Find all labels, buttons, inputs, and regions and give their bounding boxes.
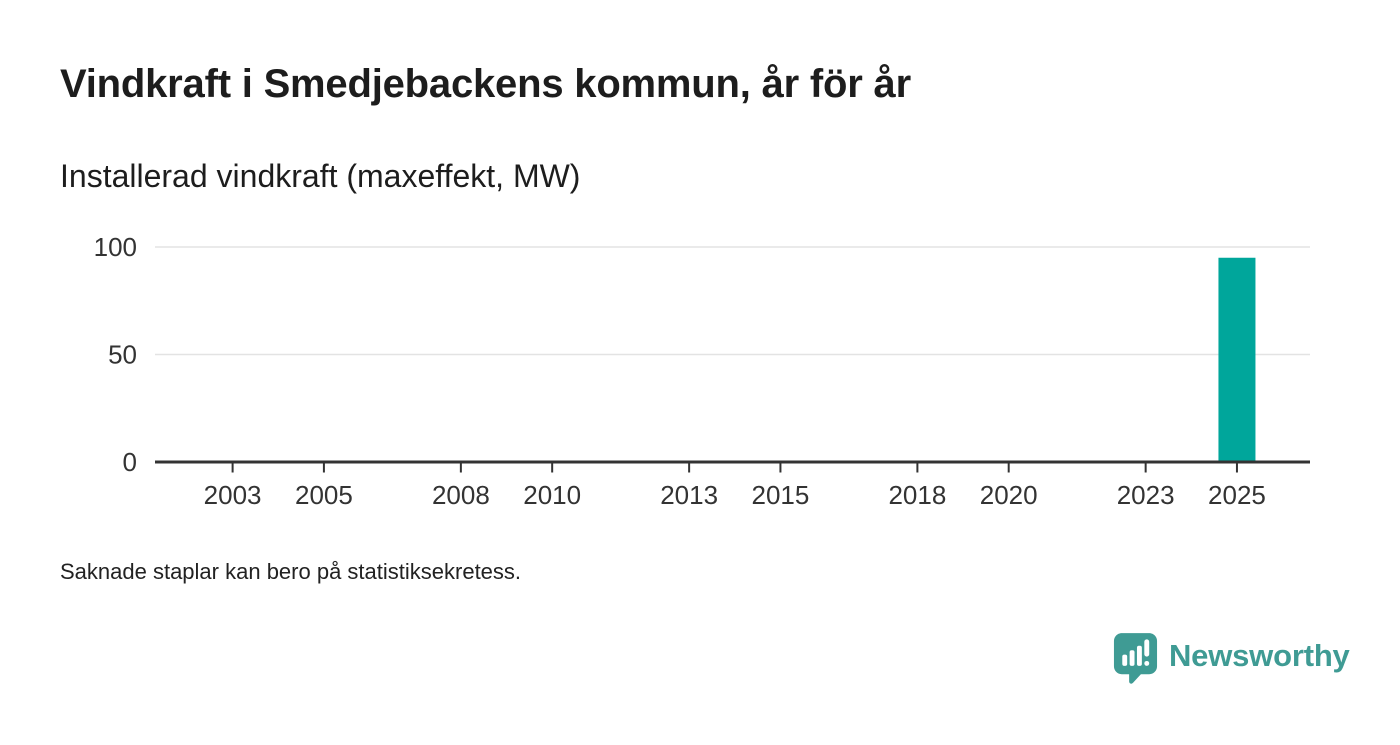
logo-bar-medium — [1129, 650, 1135, 666]
x-tick-label: 2005 — [295, 480, 353, 510]
chart-footnote: Saknade staplar kan bero på statistiksek… — [60, 559, 522, 584]
chart-title: Vindkraft i Smedjebackens kommun, år för… — [60, 62, 911, 106]
y-tick-label: 0 — [123, 447, 137, 477]
logo-exclamation-bar — [1144, 639, 1150, 657]
logo-bubble-shape — [1113, 633, 1158, 684]
chart-subtitle: Installerad vindkraft (maxeffekt, MW) — [60, 158, 581, 194]
x-tick-label: 2008 — [432, 480, 490, 510]
x-tick-label: 2003 — [204, 480, 262, 510]
logo-bar-small — [1122, 654, 1128, 666]
newsworthy-logo: Newsworthy — [1112, 632, 1350, 687]
bar-2025 — [1218, 257, 1256, 462]
y-tick-label: 50 — [108, 340, 137, 370]
logo-bar-large — [1136, 645, 1142, 666]
x-tick-label: 2015 — [752, 480, 810, 510]
y-tick-label: 100 — [94, 232, 137, 262]
x-tick-label: 2010 — [523, 480, 581, 510]
newsworthy-logo-text: Newsworthy — [1169, 638, 1350, 673]
logo-exclamation-dot — [1144, 660, 1150, 666]
x-tick-label: 2018 — [888, 480, 946, 510]
x-tick-label: 2023 — [1117, 480, 1175, 510]
x-tick-label: 2025 — [1208, 480, 1266, 510]
bar-chart-speech-bubble-icon — [1113, 633, 1158, 684]
x-tick-label: 2013 — [660, 480, 718, 510]
x-tick-label: 2020 — [980, 480, 1038, 510]
